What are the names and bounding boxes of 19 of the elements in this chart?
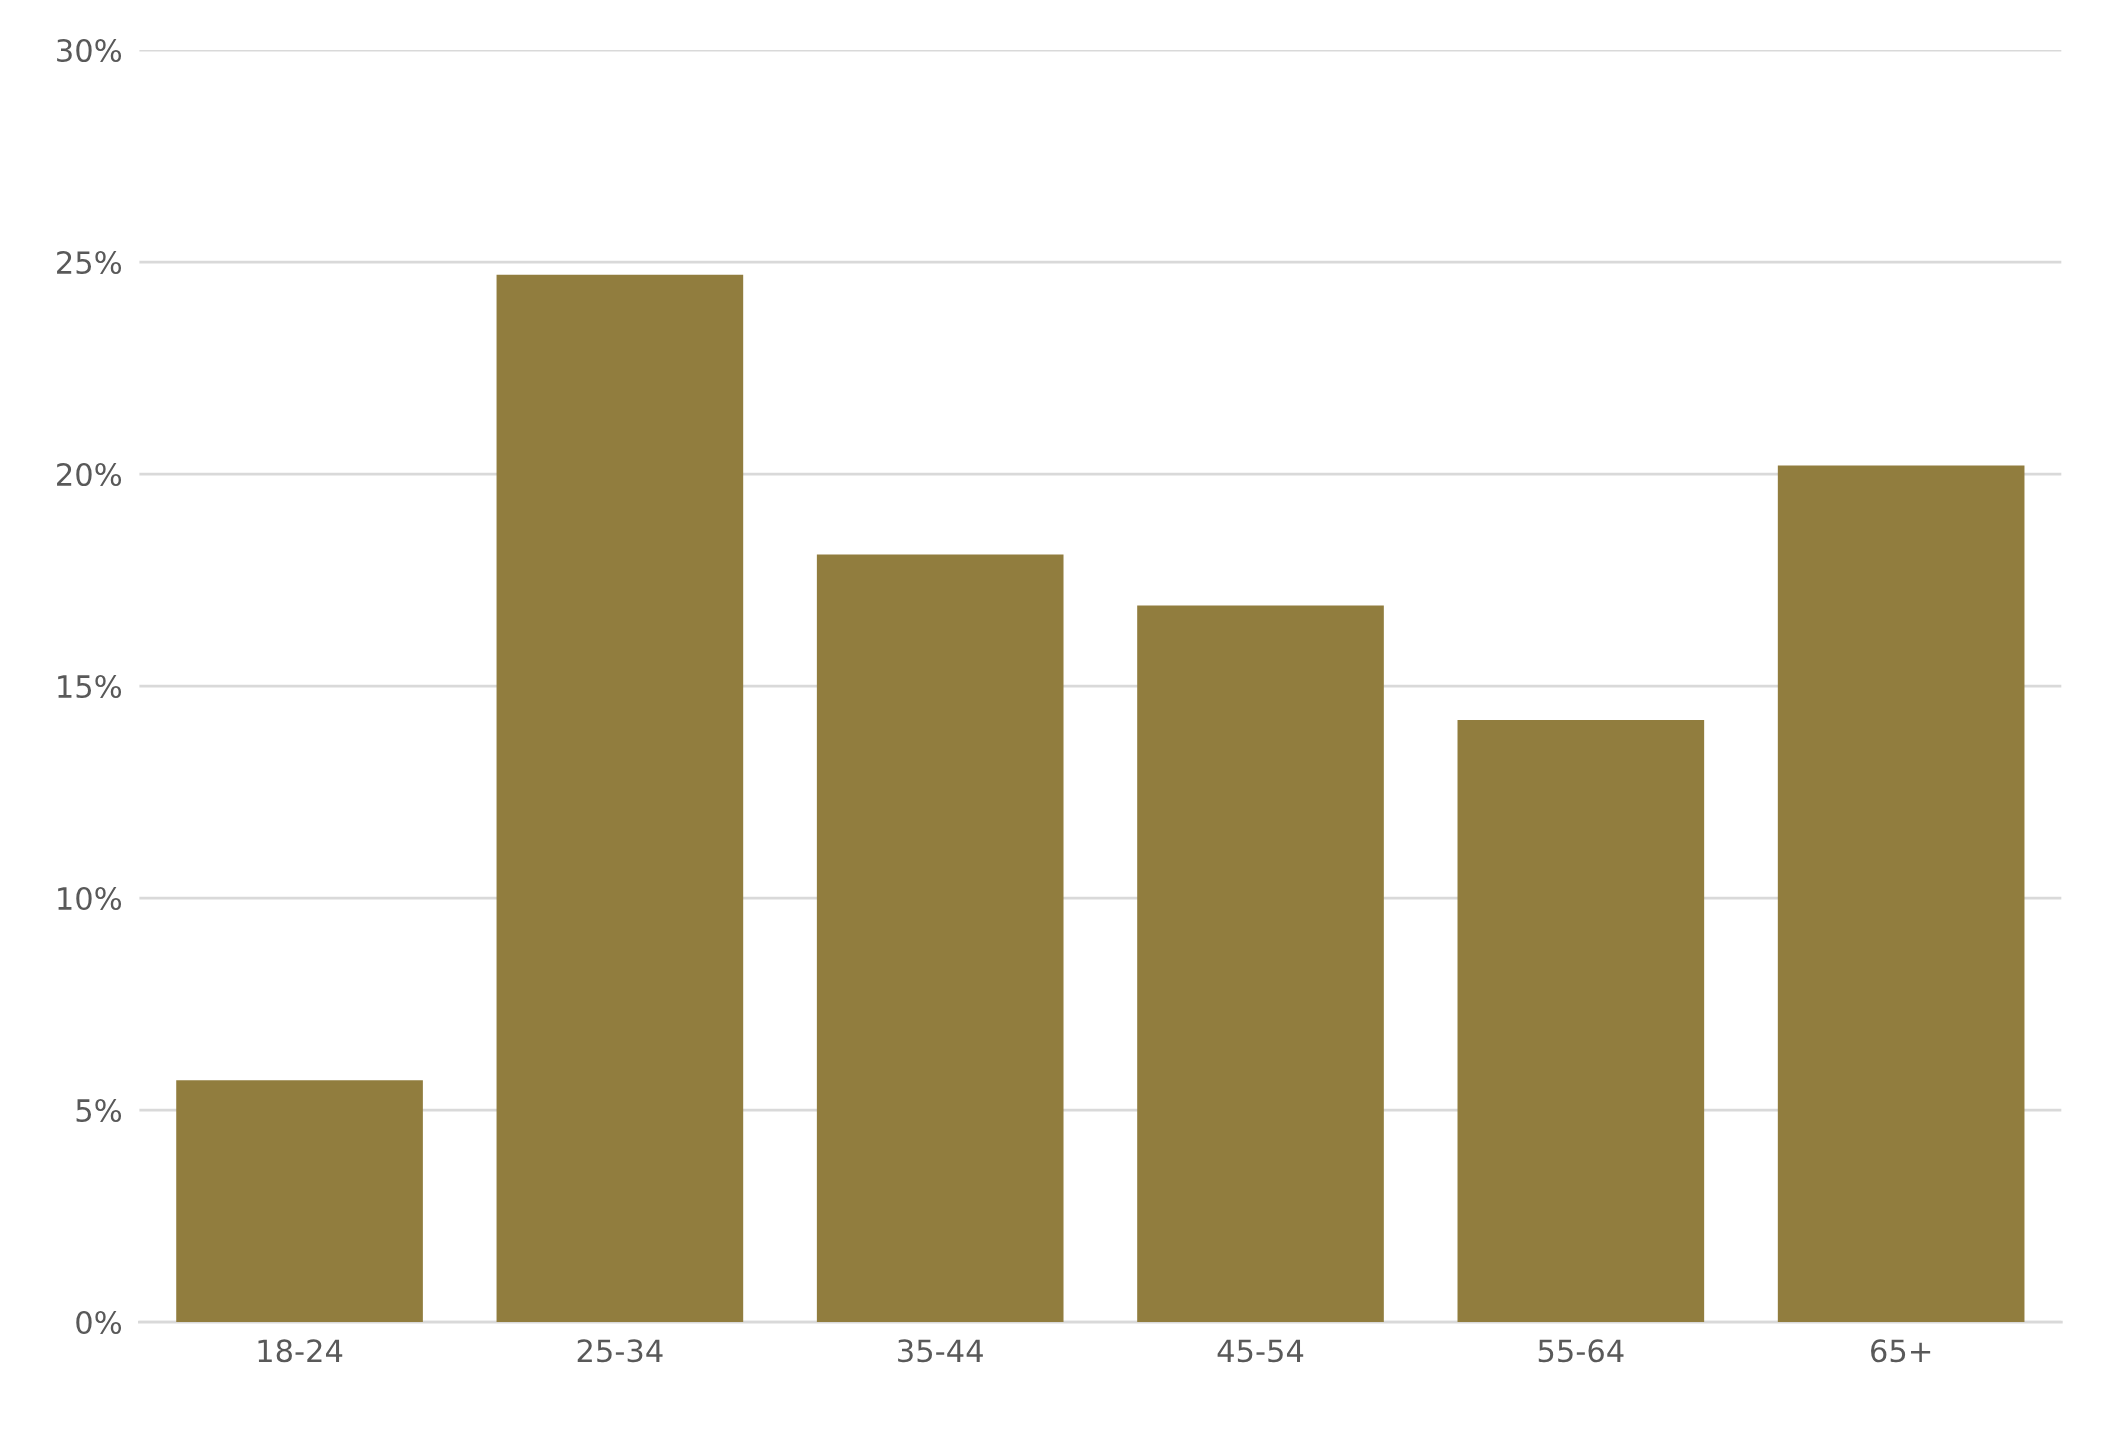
y-tick-label: 0%	[76, 1310, 122, 1335]
x-tick-label: 65+	[1871, 1339, 1931, 1363]
x-tick-label: 25-34	[577, 1339, 663, 1363]
y-tick-label: 25%	[57, 250, 122, 275]
bar	[816, 554, 1064, 1323]
bar	[1457, 719, 1705, 1323]
y-tick-label: 15%	[58, 674, 122, 699]
x-tick-label: 35-44	[898, 1339, 983, 1363]
y-tick-label: 20%	[57, 462, 122, 487]
x-tick-label: 45-54	[1217, 1339, 1304, 1363]
bar	[176, 1080, 423, 1323]
y-tick-label: 30%	[57, 38, 122, 63]
x-tick-label: 18-24	[258, 1339, 343, 1363]
bar	[1137, 605, 1384, 1323]
y-tick-label: 10%	[58, 886, 122, 911]
y-tick-label: 5%	[76, 1098, 122, 1123]
bar	[1777, 465, 2025, 1323]
bar	[496, 274, 744, 1323]
x-tick-label: 55-64	[1538, 1339, 1624, 1363]
